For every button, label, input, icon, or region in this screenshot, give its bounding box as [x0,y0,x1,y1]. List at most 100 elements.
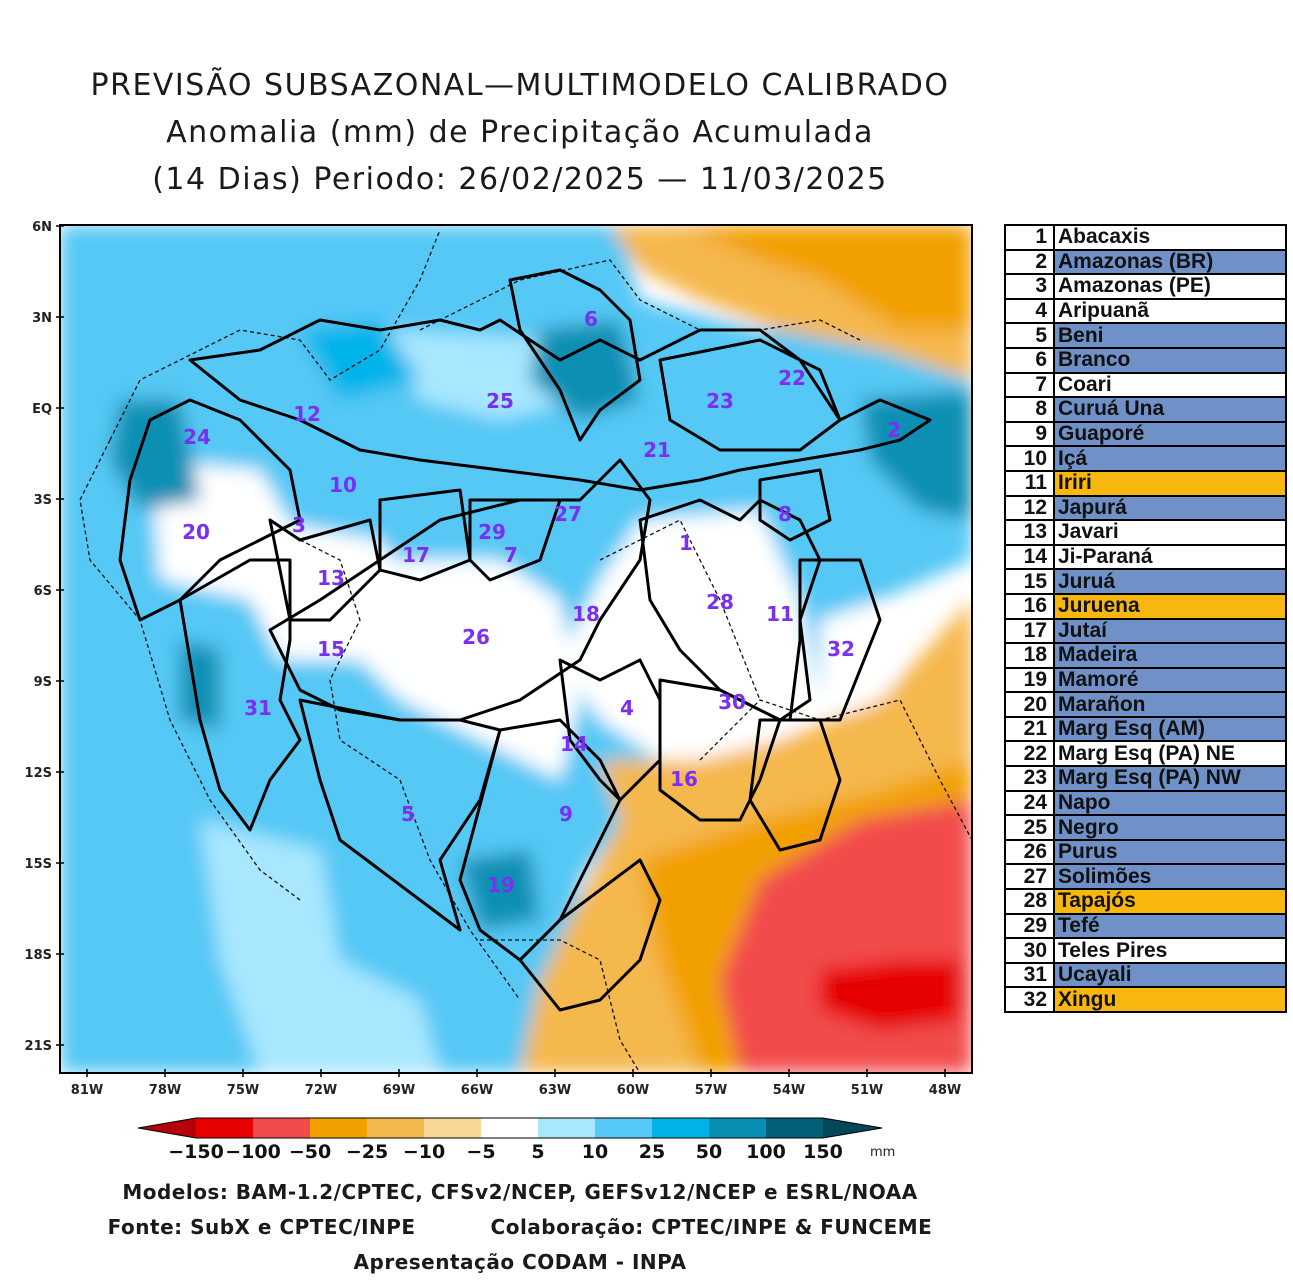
legend-row-4: 4 Aripuanã [1004,297,1287,325]
colorbar: −150 −100 −50 −25 −10 −5 5 10 25 50 100 … [137,1117,895,1163]
legend-number: 21 [1004,715,1055,743]
colorbar-seg-2 [253,1118,310,1138]
legend-row-30: 30 Teles Pires [1004,937,1287,964]
legend-row-31: 31 Ucayali [1004,961,1287,989]
legend-row-6: 6 Branco [1004,346,1287,374]
legend-basin-name: Iriri [1053,469,1287,497]
legend-basin-name: Abacaxis [1053,224,1287,251]
basin-label-15: 15 [317,637,345,661]
basin-label-18: 18 [572,602,600,626]
legend-basin-name: Jutaí [1053,617,1287,645]
legend-row-13: 13 Javari [1004,519,1287,546]
colorbar-label-6: −5 [466,1141,495,1163]
basin-label-11: 11 [766,602,794,626]
colorbar-label-7: 5 [531,1141,544,1163]
legend-number: 29 [1004,912,1055,940]
legend-basin-name: Napo [1053,789,1287,817]
map-frame [59,224,973,1074]
legend-number: 27 [1004,863,1055,891]
legend-row-2: 2 Amazonas (BR) [1004,248,1287,276]
legend-basin-name: Marg Esq (PA) NW [1053,765,1287,792]
legend-number: 12 [1004,494,1055,522]
legend-number: 15 [1004,568,1055,595]
footer-credits-row: Fonte: SubX e CPTEC/INPE Colaboração: CP… [40,1215,1000,1239]
lon-label-81w: 81W [71,1083,103,1098]
legend-row-5: 5 Beni [1004,322,1287,349]
legend-number: 20 [1004,691,1055,718]
lon-label-60w: 60W [617,1083,649,1098]
legend-number: 23 [1004,765,1055,792]
basin-outlines [118,268,932,1012]
basin-label-10: 10 [329,473,357,497]
legend-basin-name: Curuá Una [1053,396,1287,423]
colorbar-label-9: 25 [639,1141,665,1163]
lat-label-3n: 3N [32,311,52,326]
colorbar-label-5: −10 [403,1141,445,1163]
basin-label-30: 30 [718,690,746,714]
basin-label-22: 22 [778,366,806,390]
colorbar-seg-12 [823,1118,882,1138]
legend-row-18: 18 Madeira [1004,642,1287,669]
colorbar-seg-8 [595,1118,652,1138]
basin-label-1: 1 [679,531,693,555]
colorbar-seg-0 [138,1118,196,1138]
legend-number: 1 [1004,224,1055,251]
legend-row-29: 29 Tefé [1004,912,1287,940]
legend-number: 11 [1004,469,1055,497]
legend-basin-name: Madeira [1053,642,1287,669]
colorbar-seg-7 [538,1118,595,1138]
legend-basin-name: Branco [1053,346,1287,374]
colorbar-seg-6 [481,1118,538,1138]
lat-label-6n: 6N [32,220,52,235]
basin-label-27: 27 [554,502,582,526]
legend-number: 25 [1004,814,1055,841]
basin-label-19: 19 [487,873,515,897]
basin-label-26: 26 [462,625,490,649]
legend-number: 28 [1004,888,1055,915]
legend-number: 17 [1004,617,1055,645]
basin-label-8: 8 [778,502,792,526]
legend-basin-name: Içá [1053,445,1287,472]
legend-basin-name: Juruena [1053,592,1287,620]
colorbar-label-3: −50 [289,1141,331,1163]
map-title: PREVISÃO SUBSAZONAL—MULTIMODELO CALIBRAD… [40,62,1000,203]
legend-row-22: 22 Marg Esq (PA) NE [1004,740,1287,768]
legend-row-15: 15 Juruá [1004,568,1287,595]
legend-row-28: 28 Tapajós [1004,888,1287,915]
colorbar-seg-10 [709,1118,766,1138]
basin-label-2: 2 [887,418,901,442]
basin-label-5: 5 [401,802,415,826]
title-line-3: (14 Dias) Periodo: 26/02/2025 — 11/03/20… [152,162,888,197]
legend-number: 18 [1004,642,1055,669]
legend-row-3: 3 Amazonas (PE) [1004,273,1287,300]
basin-legend-body: 1 Abacaxis 2 Amazonas (BR) 3 Amazonas (PE) 4 Ar… [1004,224,1287,1013]
legend-basin-name: Aripuanã [1053,297,1287,325]
lat-label-12s: 12S [25,766,52,781]
basin-legend-table: 1 Abacaxis 2 Amazonas (BR) 3 Amazonas (PE) 4 Ar… [1004,224,1287,1013]
legend-row-32: 32 Xingu [1004,986,1287,1013]
legend-basin-name: Beni [1053,322,1287,349]
lon-label-72w: 72W [305,1083,337,1098]
footer-collab: Colaboração: CPTEC/INPE & FUNCEME [490,1215,933,1239]
legend-basin-name: Marañon [1053,691,1287,718]
footer-presentation: Apresentação CODAM - INPA [353,1250,687,1274]
lon-label-48w: 48W [929,1083,961,1098]
basin-label-4: 4 [620,696,634,720]
legend-row-1: 1 Abacaxis [1004,224,1287,251]
legend-row-19: 19 Mamoré [1004,666,1287,694]
legend-row-17: 17 Jutaí [1004,617,1287,645]
colorbar-label-11: 100 [746,1141,786,1163]
legend-basin-name: Ji-Paraná [1053,543,1287,571]
colorbar-label-4: −25 [346,1141,388,1163]
basin-label-23: 23 [706,389,734,413]
lon-label-75w: 75W [227,1083,259,1098]
colorbar-seg-3 [310,1118,367,1138]
legend-number: 14 [1004,543,1055,571]
legend-row-7: 7 Coari [1004,371,1287,399]
legend-row-21: 21 Marg Esq (AM) [1004,715,1287,743]
legend-row-20: 20 Marañon [1004,691,1287,718]
legend-number: 24 [1004,789,1055,817]
legend-basin-name: Mamoré [1053,666,1287,694]
legend-number: 32 [1004,986,1055,1013]
colorbar-unit: mm [870,1145,895,1160]
